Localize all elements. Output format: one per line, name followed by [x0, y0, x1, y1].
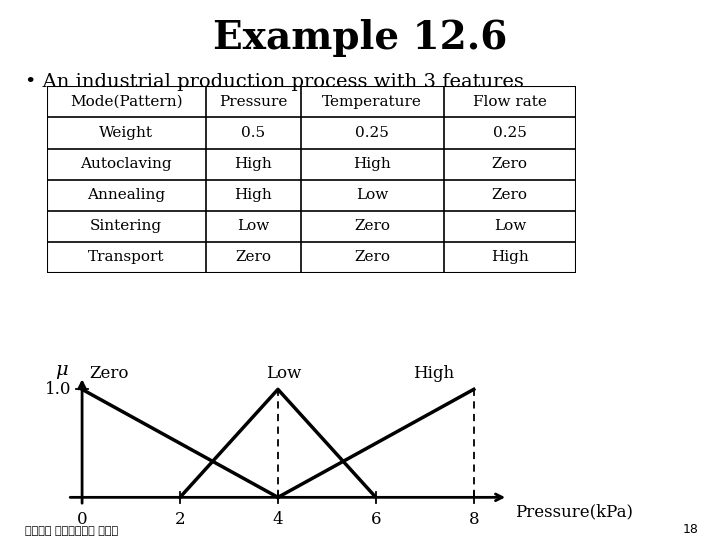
Text: Sintering: Sintering: [90, 219, 162, 233]
Text: Zero: Zero: [492, 188, 528, 202]
Text: Zero: Zero: [235, 250, 271, 264]
Text: 0: 0: [77, 511, 87, 528]
Text: Zero: Zero: [354, 250, 390, 264]
Text: Pressure: Pressure: [219, 95, 287, 109]
Text: Low: Low: [494, 219, 526, 233]
Text: Transport: Transport: [88, 250, 164, 264]
Text: High: High: [234, 188, 272, 202]
Text: 18: 18: [683, 523, 698, 536]
Text: Low: Low: [237, 219, 269, 233]
Text: 6: 6: [371, 511, 381, 528]
Text: Weight: Weight: [99, 126, 153, 140]
Text: Example 12.6: Example 12.6: [213, 19, 507, 57]
Text: 淡江大學 資訊管理系所 侯永昌: 淡江大學 資訊管理系所 侯永昌: [25, 525, 118, 536]
Text: 1.0: 1.0: [45, 381, 71, 398]
Text: High: High: [354, 157, 391, 171]
Text: High: High: [413, 364, 454, 382]
Text: Low: Low: [356, 188, 388, 202]
Text: Mode(Pattern): Mode(Pattern): [70, 95, 182, 109]
Text: Annealing: Annealing: [87, 188, 166, 202]
Text: 2: 2: [175, 511, 185, 528]
Text: μ: μ: [55, 361, 68, 379]
Text: Flow rate: Flow rate: [473, 95, 546, 109]
Text: 0.5: 0.5: [241, 126, 265, 140]
Text: Zero: Zero: [354, 219, 390, 233]
Text: High: High: [491, 250, 528, 264]
Text: High: High: [234, 157, 272, 171]
Text: 8: 8: [469, 511, 479, 528]
Text: 4: 4: [273, 511, 283, 528]
Text: Zero: Zero: [89, 364, 129, 382]
Text: 0.25: 0.25: [493, 126, 527, 140]
Text: Pressure(kPa): Pressure(kPa): [516, 503, 634, 520]
Text: Zero: Zero: [492, 157, 528, 171]
Text: 0.25: 0.25: [356, 126, 390, 140]
Text: Low: Low: [266, 364, 301, 382]
Text: Temperature: Temperature: [323, 95, 422, 109]
Text: • An industrial production process with 3 features: • An industrial production process with …: [25, 73, 524, 91]
Text: Autoclaving: Autoclaving: [81, 157, 172, 171]
